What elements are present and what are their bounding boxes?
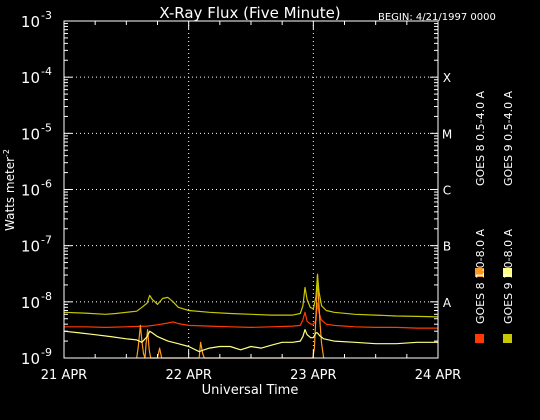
legend: GOES 8 1.0-8.0 A GOES 8 0.5-4.0 A GOES 9 1…: [474, 90, 515, 343]
x-axis-label: Universal Time: [202, 383, 299, 398]
x-tick-labels: 21 APR 22 APR 23 APR 24 APR: [41, 368, 461, 383]
series-line-1: [136, 273, 325, 359]
x-tick-label: 23 APR: [290, 368, 336, 383]
x-tick-label: 24 APR: [415, 368, 461, 383]
y-tick-label: 10: [21, 350, 40, 368]
y-tick-label-power: -3: [41, 9, 52, 22]
y-tick-label-power: -8: [41, 290, 52, 303]
legend-label-2: GOES 9 1.0-8.0 A: [502, 228, 515, 324]
series-line-2: [63, 274, 439, 318]
y-tick-label: 10: [21, 69, 40, 87]
x-tick-label: 21 APR: [41, 368, 87, 383]
flare-class-X: X: [443, 71, 451, 85]
y-tick-label-power: -6: [41, 178, 52, 191]
legend-swatch-1: [475, 268, 484, 277]
series-line-0: [64, 302, 438, 329]
legend-label-3: GOES 9 0.5-4.0 A: [502, 90, 515, 186]
y-tick-label-power: -7: [41, 234, 52, 247]
legend-swatch-2: [503, 334, 512, 343]
y-axis-label: Watts meter-2: [2, 149, 17, 231]
flare-class-C: C: [443, 184, 451, 198]
flare-class-M: M: [442, 127, 452, 141]
y-tick-label-power: -9: [41, 346, 52, 359]
legend-swatch-3: [503, 268, 512, 277]
flare-class-labels: A B C M X: [442, 71, 452, 310]
series-lines: [63, 273, 439, 359]
axis-ticks: [63, 21, 439, 359]
svg-text:Watts meter-2: Watts meter-2: [2, 149, 17, 231]
legend-swatch-0: [475, 334, 484, 343]
begin-label: BEGIN: 4/21/1997 0000: [378, 12, 496, 23]
legend-label-0: GOES 8 1.0-8.0 A: [474, 228, 487, 324]
grid-lines: [64, 21, 438, 358]
flare-class-B: B: [443, 240, 451, 254]
y-tick-label: 10: [21, 13, 40, 31]
y-tick-label: 10: [21, 238, 40, 256]
y-tick-labels: 10-910-810-710-610-510-410-3: [21, 9, 52, 368]
y-tick-label: 10: [21, 294, 40, 312]
chart-title: X-Ray Flux (Five Minute): [159, 4, 340, 22]
x-tick-label: 22 APR: [165, 368, 211, 383]
flare-class-A: A: [443, 296, 452, 310]
legend-label-1: GOES 8 0.5-4.0 A: [474, 90, 487, 186]
series-line-3: [63, 329, 438, 353]
y-tick-label: 10: [21, 125, 40, 143]
y-tick-label-power: -4: [41, 65, 52, 78]
y-tick-label-power: -5: [41, 121, 52, 134]
y-axis-label-power: -2: [2, 149, 11, 157]
y-axis-label-text: Watts meter: [3, 157, 17, 231]
y-tick-label: 10: [21, 182, 40, 200]
